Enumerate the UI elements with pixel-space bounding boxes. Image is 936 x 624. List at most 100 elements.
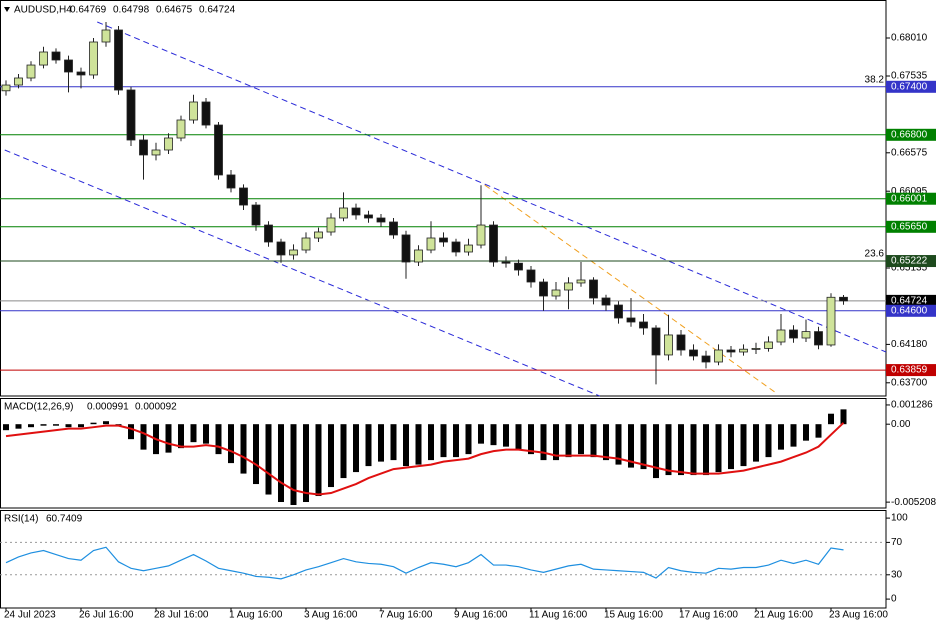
- macd-title: MACD(12,26,9): [4, 402, 73, 413]
- y-tick-label: 30: [891, 569, 903, 580]
- level-tag: [886, 192, 936, 205]
- candle-body: [39, 51, 48, 66]
- macd-bar: [640, 424, 647, 470]
- rsi-title: RSI(14): [4, 514, 38, 525]
- candle-body: [414, 249, 423, 263]
- signal-value: 0.000092: [135, 402, 177, 413]
- candle-body: [801, 331, 811, 339]
- level-tag: [886, 80, 936, 93]
- macd-bar: [328, 424, 334, 488]
- candle-body: [776, 329, 786, 343]
- macd-bar: [290, 424, 297, 506]
- macd-bar: [303, 424, 309, 503]
- menu-arrow[interactable]: [4, 7, 10, 12]
- macd-bar: [190, 424, 197, 443]
- level-label: 0.65222: [891, 256, 928, 267]
- level-annotation: 23.6: [865, 249, 885, 260]
- macd-bar: [140, 424, 147, 450]
- macd-bar: [840, 409, 847, 425]
- candle-body: [626, 317, 636, 323]
- macd-bar: [590, 424, 597, 458]
- macd-bar: [678, 424, 684, 476]
- macd-bar: [540, 424, 547, 461]
- macd-bar: [490, 424, 497, 446]
- macd-bar: [778, 424, 784, 450]
- macd-bar: [90, 422, 97, 425]
- candle-body: [514, 262, 523, 271]
- candle-body: [376, 217, 386, 223]
- candle-body: [726, 349, 736, 353]
- level-tag: [886, 128, 936, 141]
- x-tick-label: 3 Aug 16:00: [304, 610, 358, 621]
- candle-body: [601, 297, 611, 306]
- y-tick-label: 0: [891, 594, 897, 605]
- x-tick-label: 7 Aug 16:00: [379, 610, 433, 621]
- candle-body: [201, 101, 211, 126]
- macd-bar: [215, 424, 222, 455]
- y-tick-label: 100: [891, 513, 908, 524]
- macd-bar: [740, 424, 747, 467]
- y-tick-label: 0.65135: [891, 263, 928, 274]
- macd-bar: [128, 424, 134, 440]
- candle-body: [264, 224, 273, 243]
- macd-bar: [428, 424, 434, 461]
- candle-body: [164, 137, 173, 151]
- macd-bar: [503, 424, 509, 447]
- candle-body: [89, 41, 98, 76]
- macd-bar: [528, 424, 534, 455]
- candle-body: [789, 329, 798, 339]
- macd-bar: [53, 424, 59, 426]
- candle-body: [489, 224, 498, 263]
- macd-bar: [65, 424, 72, 428]
- y-tick-label: 0.64180: [891, 339, 928, 350]
- macd-bar: [715, 424, 722, 473]
- y-tick-label: 0.67535: [891, 71, 928, 82]
- candle-body: [739, 348, 748, 353]
- candle-body: [551, 289, 561, 297]
- candle-body: [189, 101, 198, 121]
- y-tick-label: 0.001286: [891, 400, 933, 411]
- candle-body: [176, 119, 186, 139]
- high-value: 0.64798: [113, 5, 150, 16]
- macd-bar: [403, 424, 409, 467]
- x-tick-label: 17 Aug 16:00: [679, 610, 738, 621]
- x-tick-label: 28 Jul 16:00: [154, 610, 209, 621]
- candle-body: [714, 349, 723, 363]
- macd-bar: [565, 424, 572, 458]
- candle-body: [501, 261, 511, 264]
- candle-body: [701, 355, 711, 363]
- macd-bar: [253, 424, 259, 485]
- macd-bar: [628, 424, 634, 468]
- macd-bar: [240, 424, 247, 474]
- macd-bar: [415, 424, 422, 465]
- macd-bar: [78, 424, 84, 428]
- x-tick-label: 23 Aug 16:00: [829, 610, 888, 621]
- macd-bar: [440, 424, 447, 458]
- candle-body: [239, 187, 248, 206]
- level-annotation: 38.2: [865, 74, 885, 85]
- candle-body: [439, 237, 448, 243]
- candle-body: [214, 124, 223, 176]
- candle-body: [839, 296, 848, 302]
- macd-bar: [203, 424, 209, 444]
- candle-body: [576, 279, 586, 284]
- candle-body: [764, 341, 773, 349]
- macd-bar: [340, 424, 347, 479]
- macd-bar: [765, 424, 772, 458]
- macd-bar: [828, 413, 834, 425]
- y-tick-label: -0.005208: [891, 497, 936, 508]
- candle-body: [564, 282, 573, 291]
- candle-body: [339, 207, 348, 219]
- y-tick-label: 0.63700: [891, 377, 928, 388]
- candle-body: [451, 241, 461, 253]
- rsi-value: 60.7409: [46, 514, 83, 525]
- candle-body: [526, 269, 536, 283]
- y-tick-label: 0.66095: [891, 186, 928, 197]
- candle-body: [51, 51, 61, 61]
- macd-bar: [15, 424, 22, 429]
- signal-line: [5, 422, 845, 496]
- close-value: 0.64724: [199, 5, 236, 16]
- macd-bar: [278, 424, 284, 503]
- candle-body: [314, 231, 323, 239]
- macd-bar: [690, 424, 697, 476]
